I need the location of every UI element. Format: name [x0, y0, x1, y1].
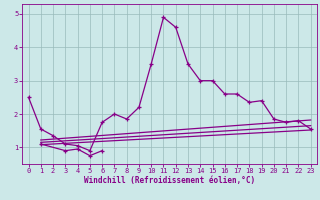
X-axis label: Windchill (Refroidissement éolien,°C): Windchill (Refroidissement éolien,°C) [84, 176, 255, 185]
